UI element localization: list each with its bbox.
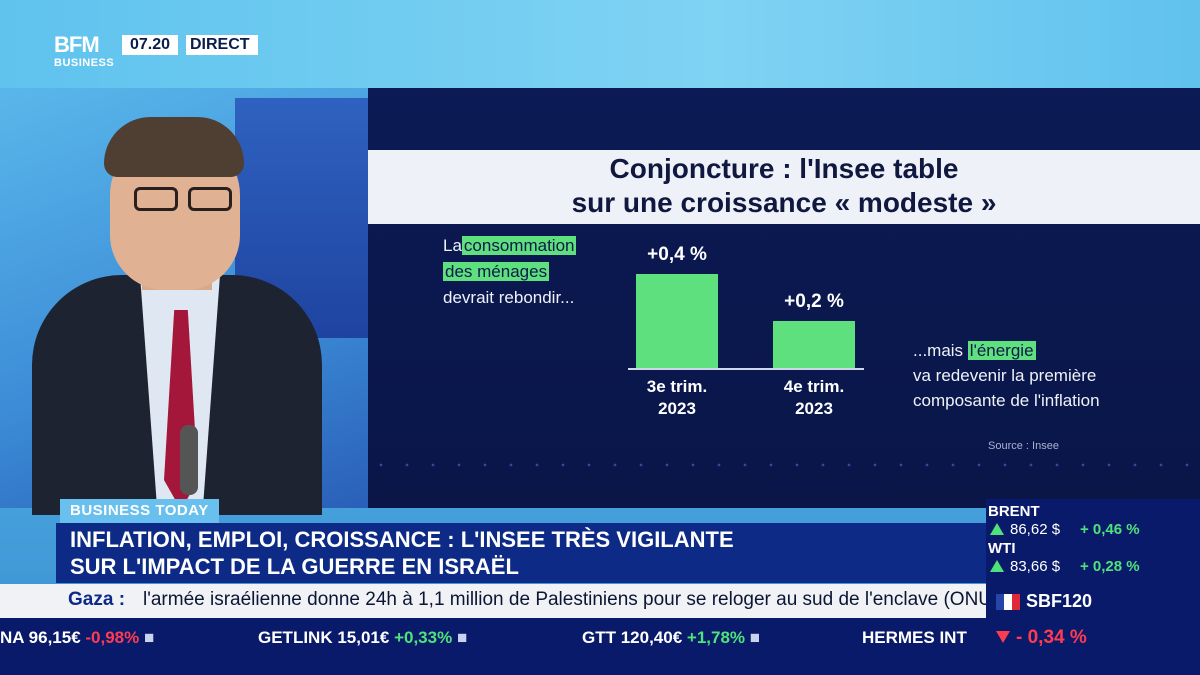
news-text: l'armée israélienne donne 24h à 1,1 mill…	[143, 589, 1004, 610]
stock-change: -0,98%	[85, 628, 140, 647]
stock-price: 120,40€	[620, 628, 687, 647]
news-ticker: Gaza : l'armée israélienne donne 24h à 1…	[0, 584, 1004, 618]
presenter-hair	[104, 117, 244, 177]
right-note-line-2: va redevenir la première	[913, 366, 1097, 385]
ticker-separator-icon: ■	[745, 628, 761, 647]
growth-bar-chart: +0,4 % 3e trim. 2023 +0,2 % 4e trim. 2023	[628, 238, 868, 438]
wti-change: + 0,28 %	[1080, 558, 1140, 575]
index-down-icon	[996, 631, 1010, 643]
left-note-highlight-1: consommation	[461, 236, 577, 255]
ticker-separator-icon: ■	[139, 628, 155, 647]
top-band	[0, 0, 1200, 88]
stock-ticker: NA 96,15€ -0,98% ■ GETLINK 15,01€ +0,33% …	[0, 618, 986, 675]
bar-value-label-1: +0,4 %	[647, 244, 707, 265]
presenter	[12, 115, 332, 515]
france-flag-icon	[996, 594, 1020, 610]
headline-line-1: INFLATION, EMPLOI, CROISSANCE : L'INSEE …	[70, 527, 734, 552]
program-tag: BUSINESS TODAY	[60, 499, 219, 523]
left-note-highlight-2: des ménages	[443, 262, 550, 281]
logo-main: BFM	[54, 32, 100, 57]
left-note-prefix: La	[443, 236, 462, 255]
brent-label: BRENT	[988, 503, 1040, 520]
live-badge: DIRECT	[186, 35, 258, 55]
news-keyword: Gaza :	[68, 589, 126, 610]
bar-2	[773, 321, 855, 368]
title-line-2: sur une croissance « modeste »	[571, 187, 997, 218]
bfm-business-logo: BFM BUSINESS	[54, 34, 118, 76]
stock-price: 96,15€	[28, 628, 86, 647]
ticker-separator-icon: ■	[452, 628, 468, 647]
left-note: La consommation des ménages devrait rebon…	[443, 233, 663, 311]
stock-name: NA	[0, 628, 29, 647]
brent-change: + 0,46 %	[1080, 521, 1140, 538]
stock-item: HERMES INT	[862, 628, 967, 648]
chart-baseline	[628, 368, 864, 370]
right-note-highlight: l'énergie	[967, 341, 1036, 360]
headline-line-2: SUR L'IMPACT DE LA GUERRE EN ISRAËL	[70, 554, 519, 579]
stock-name: HERMES INT	[862, 628, 967, 647]
index-change: - 0,34 %	[1016, 627, 1087, 648]
left-note-rest: devrait rebondir...	[443, 288, 575, 307]
wti-up-icon	[990, 560, 1004, 572]
index-name: SBF120	[1026, 591, 1093, 611]
stock-price: 15,01€	[337, 628, 395, 647]
market-panel: BRENT 86,62 $ + 0,46 % WTI 83,66 $ + 0,2…	[986, 499, 1200, 675]
category-label-2: 4e trim. 2023	[783, 377, 845, 418]
brent-value: 86,62 $	[1010, 521, 1061, 538]
right-note-line-3: composante de l'inflation	[913, 391, 1100, 410]
stock-item: NA 96,15€ -0,98% ■	[0, 628, 154, 648]
microphone-icon	[180, 425, 198, 495]
bar-value-label-2: +0,2 %	[784, 291, 844, 312]
infographic-title: Conjoncture : l'Insee table sur une croi…	[368, 150, 1200, 224]
glasses-icon	[124, 187, 244, 213]
stock-change: +0,33%	[394, 628, 453, 647]
stock-name: GETLINK	[258, 628, 338, 647]
source-note: Source : Insee	[988, 440, 1059, 452]
brent-up-icon	[990, 523, 1004, 535]
wti-value: 83,66 $	[1010, 558, 1061, 575]
stock-change: +1,78%	[686, 628, 746, 647]
clock: 07.20	[122, 35, 179, 55]
title-line-1: Conjoncture : l'Insee table	[609, 153, 959, 184]
right-note-prefix: ...mais	[913, 341, 964, 360]
bar-1	[636, 274, 718, 368]
stock-name: GTT	[582, 628, 621, 647]
infographic: Conjoncture : l'Insee table sur une croi…	[368, 88, 1200, 508]
dotted-divider	[368, 462, 1200, 468]
category-label-1: 3e trim. 2023	[646, 377, 708, 418]
stock-item: GETLINK 15,01€ +0,33% ■	[258, 628, 467, 648]
logo-sub: BUSINESS	[54, 57, 115, 69]
headline: INFLATION, EMPLOI, CROISSANCE : L'INSEE …	[56, 523, 986, 583]
stock-item: GTT 120,40€ +1,78% ■	[582, 628, 760, 648]
wti-label: WTI	[988, 540, 1016, 557]
right-note: ...mais l'énergie va redevenir la premiè…	[913, 338, 1173, 413]
